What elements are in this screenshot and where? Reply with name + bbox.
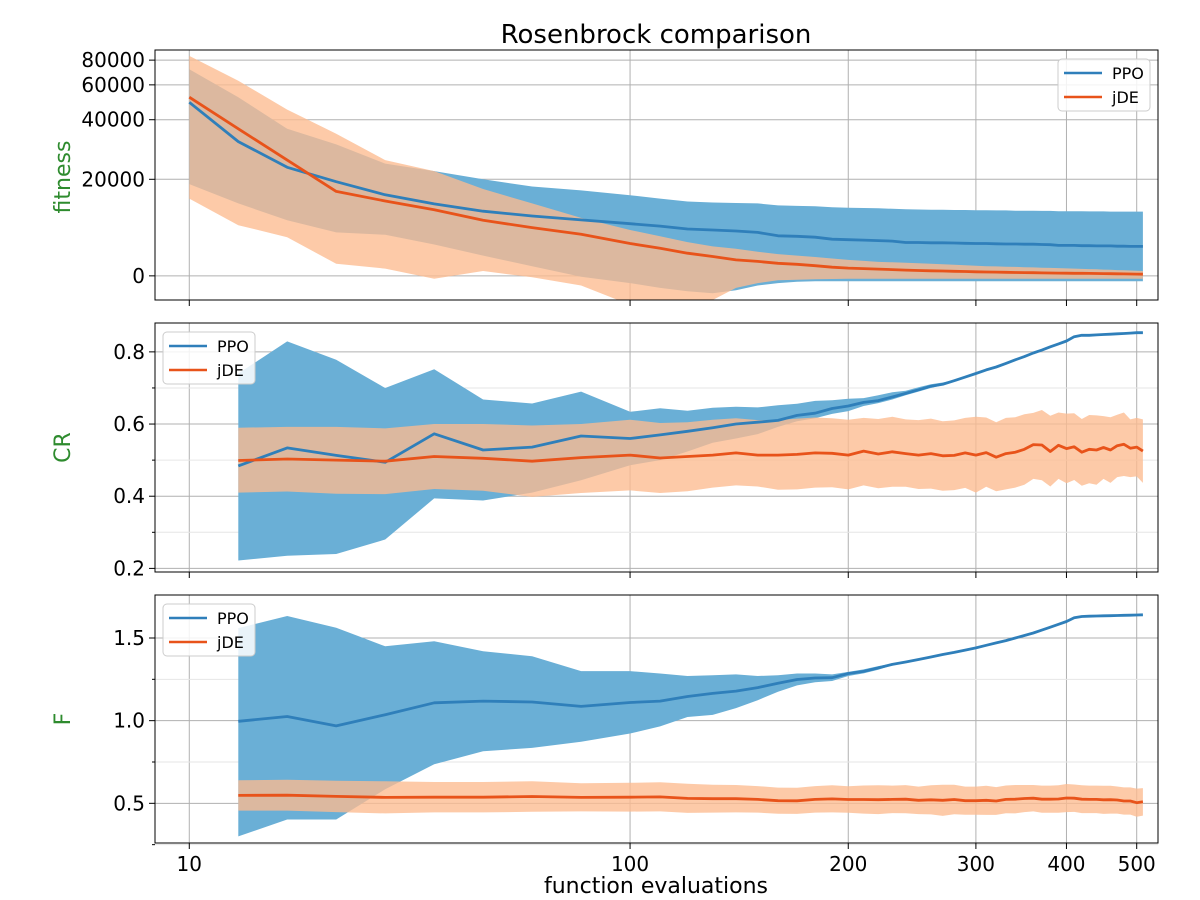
cr-y-tick-label: 0.2 xyxy=(113,556,145,580)
fitness-x-ticks xyxy=(188,300,1138,306)
fitness-legend: PPO jDE xyxy=(1057,58,1151,112)
x-tick-label: 400 xyxy=(1047,852,1085,876)
f-legend: PPO jDE xyxy=(162,603,256,657)
fitness-legend-jde-label: jDE xyxy=(1111,88,1139,107)
cr-legend: PPO jDE xyxy=(162,331,256,385)
x-tick-labels: 10 100 200 300 400 500 xyxy=(177,852,1156,876)
cr-y-tick-label: 0.6 xyxy=(113,412,145,436)
x-tick-label: 100 xyxy=(611,852,649,876)
fitness-y-tick-label: 60000 xyxy=(81,73,145,97)
f-legend-ppo-label: PPO xyxy=(217,609,249,628)
x-tick-label: 200 xyxy=(829,852,867,876)
fitness-ppo-line xyxy=(188,101,1143,248)
f-y-tick-label: 0.5 xyxy=(113,791,145,815)
cr-panel: 0.2 0.4 0.6 0.8 CR PPO jDE xyxy=(51,322,1159,580)
fitness-y-tick-label: 0 xyxy=(132,264,145,288)
fitness-y-tick-label: 40000 xyxy=(81,108,145,132)
fitness-legend-ppo-label: PPO xyxy=(1112,64,1144,83)
cr-ppo-line xyxy=(237,331,1143,468)
f-y-tick-label: 1.5 xyxy=(113,626,145,650)
fitness-jde-band xyxy=(189,55,1143,300)
fitness-bands xyxy=(189,55,1143,300)
fitness-axes-frame xyxy=(154,49,1159,301)
figure-title: Rosenbrock comparison xyxy=(501,20,812,50)
f-ylabel: F xyxy=(51,713,76,726)
cr-lines xyxy=(237,331,1144,468)
f-ppo-band xyxy=(238,614,1143,837)
cr-legend-jde-label: jDE xyxy=(216,361,244,380)
cr-ylabel: CR xyxy=(51,432,76,463)
cr-y-ticks: 0.2 0.4 0.6 0.8 xyxy=(113,340,155,580)
f-panel: 0.5 1.0 1.5 F PPO jDE xyxy=(51,594,1159,849)
fitness-ylabel: fitness xyxy=(51,141,76,214)
f-jde-line xyxy=(238,793,1144,805)
fitness-y-tick-label: 20000 xyxy=(81,167,145,191)
fitness-y-tick-label: 80000 xyxy=(81,48,145,72)
x-axis-label: function evaluations xyxy=(544,874,768,899)
cr-legend-ppo-label: PPO xyxy=(217,337,249,356)
fitness-jde-line xyxy=(188,96,1143,276)
f-lines xyxy=(238,613,1144,805)
cr-y-tick-label: 0.4 xyxy=(113,484,145,508)
cr-y-tick-label: 0.8 xyxy=(113,340,145,364)
cr-axes-frame xyxy=(154,322,1159,573)
cr-jde-band xyxy=(238,410,1143,497)
f-axes-frame xyxy=(154,594,1159,844)
cr-x-ticks xyxy=(188,572,1138,578)
x-tick-label: 10 xyxy=(177,852,202,876)
f-y-ticks: 0.5 1.0 1.5 xyxy=(113,626,155,846)
fitness-lines xyxy=(188,96,1143,276)
f-y-tick-label: 1.0 xyxy=(113,709,145,733)
x-tick-label: 500 xyxy=(1118,852,1156,876)
f-x-ticks xyxy=(188,843,1138,849)
cr-jde-line xyxy=(238,442,1144,463)
x-tick-label: 300 xyxy=(957,852,995,876)
f-legend-jde-label: jDE xyxy=(216,633,244,652)
f-ppo-line xyxy=(238,613,1143,728)
